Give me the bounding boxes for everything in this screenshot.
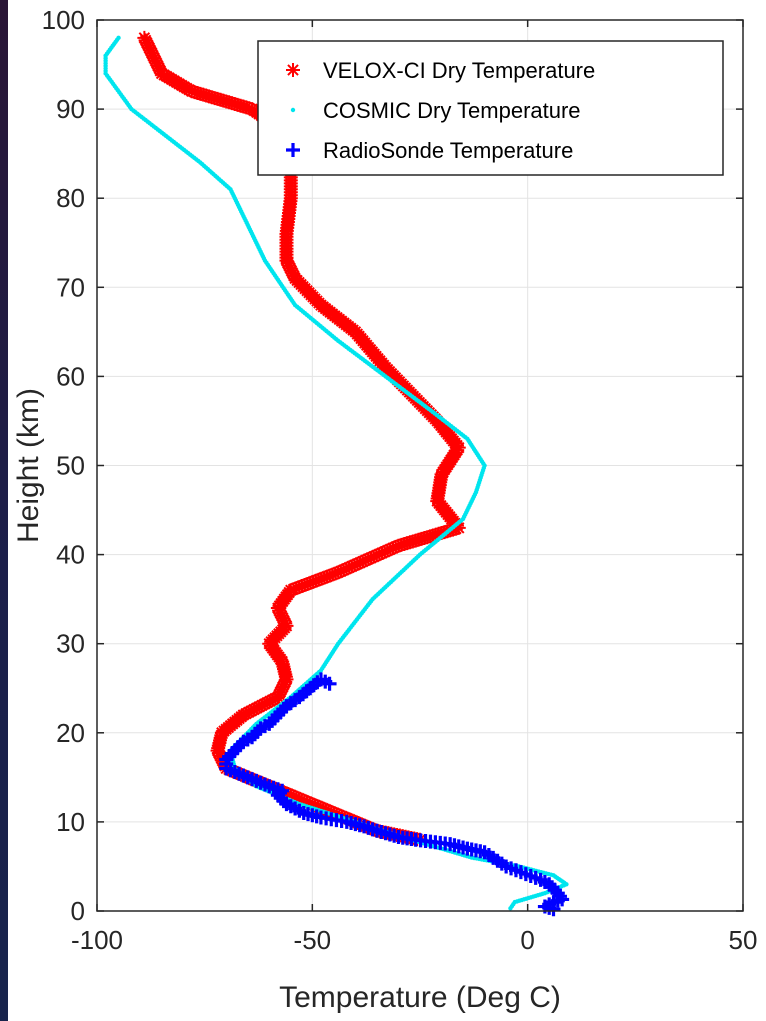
x-tick-label: -100: [71, 925, 123, 955]
data-point: [247, 727, 262, 742]
data-point: [291, 791, 306, 806]
x-tick-label: 50: [729, 925, 758, 955]
data-point: [294, 579, 309, 594]
data-point: [308, 573, 323, 588]
data-point: [328, 566, 343, 581]
data-point: [289, 790, 304, 805]
data-point: [292, 580, 307, 595]
data-layer: [103, 30, 570, 917]
data-point: [325, 567, 340, 582]
data-point: [300, 576, 315, 591]
data-point: [281, 787, 296, 802]
legend-marker-dot-icon: [290, 107, 296, 113]
data-point: [336, 562, 351, 577]
x-tick-label: -50: [294, 925, 332, 955]
data-point: [508, 906, 513, 911]
data-point: [383, 542, 398, 557]
data-point: [316, 801, 331, 816]
data-point: [314, 571, 329, 586]
legend-box: [257, 40, 724, 176]
data-point: [388, 539, 403, 554]
data-point: [294, 792, 309, 807]
legend-entry-0: VELOX-CI Dry Temperature: [286, 58, 595, 83]
data-point: [361, 552, 376, 567]
data-point: [321, 803, 336, 818]
data-point: [310, 799, 325, 814]
data-point: [322, 568, 337, 583]
window-frame-edge: [0, 0, 8, 1021]
data-point: [297, 577, 312, 592]
data-point: [302, 795, 317, 810]
data-point: [318, 802, 333, 817]
data-point: [303, 575, 318, 590]
data-point: [391, 538, 406, 553]
data-point: [377, 544, 392, 559]
data-point: [347, 558, 362, 573]
y-tick-label: 40: [56, 540, 85, 570]
data-point: [344, 559, 359, 574]
data-point: [380, 543, 395, 558]
data-point: [546, 902, 561, 917]
data-point: [339, 561, 354, 576]
y-tick-label: 0: [71, 896, 85, 926]
data-point: [350, 556, 365, 571]
legend: VELOX-CI Dry Temperature COSMIC Dry Tempe…: [257, 40, 724, 176]
data-point: [299, 794, 314, 809]
data-point: [342, 560, 357, 575]
legend-label: RadioSonde Temperature: [323, 138, 573, 163]
data-point: [317, 570, 332, 585]
data-point: [297, 793, 312, 808]
legend-marker-asterisk-icon: [286, 63, 300, 77]
data-point: [222, 749, 237, 764]
y-tick-label: 90: [56, 94, 85, 124]
data-point: [283, 788, 298, 803]
x-tick-label: 0: [520, 925, 534, 955]
data-point: [320, 569, 335, 584]
axis-tick-labels: -100 -50 0 50 0 10 20 30 40 50 60 70 80 90 100: [42, 5, 758, 955]
data-point: [358, 553, 373, 568]
data-point: [305, 797, 320, 812]
legend-label: COSMIC Dry Temperature: [323, 98, 581, 123]
legend-entry-2: RadioSonde Temperature: [286, 138, 573, 163]
axis-ticks: [96, 19, 744, 912]
data-point: [306, 574, 321, 589]
data-point: [375, 545, 390, 560]
legend-label: VELOX-CI Dry Temperature: [323, 58, 595, 83]
data-point: [289, 581, 304, 596]
data-point: [366, 549, 381, 564]
data-point: [265, 713, 280, 728]
y-axis-title: Height (km): [12, 388, 45, 543]
data-point: [308, 798, 323, 813]
y-tick-label: 10: [56, 807, 85, 837]
data-point: [311, 572, 326, 587]
data-point: [369, 548, 384, 563]
data-point: [286, 789, 301, 804]
data-point: [333, 564, 348, 579]
data-point: [385, 541, 400, 556]
data-point: [324, 804, 339, 819]
series-0: [137, 30, 466, 847]
y-tick-label: 50: [56, 451, 85, 481]
data-point: [364, 550, 379, 565]
legend-entry-1: COSMIC Dry Temperature: [290, 98, 581, 123]
legend-marker-plus-icon: [286, 143, 300, 157]
series-2: [219, 672, 570, 917]
y-tick-label: 100: [42, 5, 85, 35]
legend-entries: VELOX-CI Dry Temperature COSMIC Dry Tempe…: [286, 58, 595, 163]
y-tick-label: 30: [56, 629, 85, 659]
y-tick-label: 70: [56, 272, 85, 302]
y-tick-label: 60: [56, 361, 85, 391]
x-axis-title: Temperature (Deg C): [279, 981, 561, 1014]
data-point: [353, 555, 368, 570]
data-point: [331, 565, 346, 580]
data-point: [276, 794, 291, 809]
data-point: [372, 547, 387, 562]
y-tick-label: 80: [56, 183, 85, 213]
data-point: [313, 800, 328, 815]
data-point: [355, 554, 370, 569]
y-tick-label: 20: [56, 718, 85, 748]
series-layer: [103, 30, 570, 917]
